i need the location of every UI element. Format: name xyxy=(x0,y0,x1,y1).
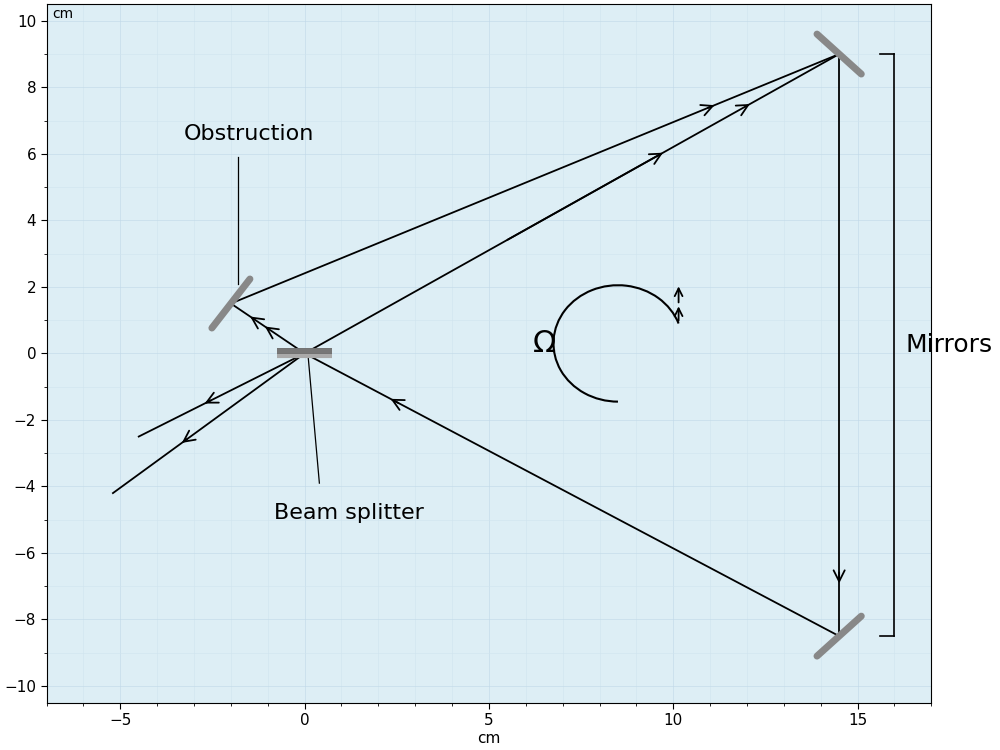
Text: Mirrors: Mirrors xyxy=(906,333,993,357)
Text: Beam splitter: Beam splitter xyxy=(274,503,424,523)
Text: Ω: Ω xyxy=(533,329,556,358)
X-axis label: cm: cm xyxy=(477,730,501,746)
Text: Obstruction: Obstruction xyxy=(184,124,315,144)
Text: cm: cm xyxy=(52,8,73,22)
